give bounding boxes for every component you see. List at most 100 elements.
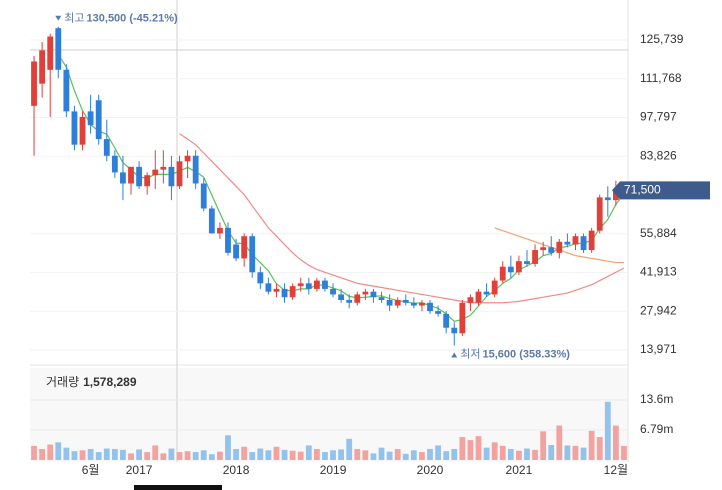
- volume-bar: [313, 448, 320, 460]
- volume-bar: [168, 448, 175, 460]
- candle-body: [435, 311, 442, 314]
- volume-bar: [451, 448, 458, 460]
- candle-body: [79, 116, 86, 145]
- x-tick-label: 2018: [223, 463, 250, 477]
- volume-bar: [79, 450, 86, 460]
- candle-body: [483, 291, 490, 295]
- volume-bar: [233, 448, 239, 460]
- volume-bar: [354, 448, 361, 460]
- volume-bar: [427, 448, 433, 460]
- candle-body: [120, 172, 126, 184]
- volume-bar: [532, 449, 538, 460]
- volume-bar: [265, 450, 272, 460]
- candle-body: [604, 197, 611, 201]
- volume-bar: [225, 435, 231, 460]
- y-tick-label: 27,942: [640, 303, 677, 317]
- volume-bar: [273, 446, 280, 460]
- volume-bar: [524, 448, 530, 460]
- candle-body: [95, 100, 102, 140]
- volume-bar: [370, 453, 377, 460]
- volume-bar: [386, 451, 393, 460]
- y-tick-label: 41,913: [640, 265, 677, 279]
- volume-bar: [128, 453, 134, 460]
- candle-body: [330, 288, 336, 295]
- volume-bar: [136, 449, 143, 460]
- candle-body: [273, 288, 280, 292]
- volume-bar: [111, 448, 118, 460]
- volume-bar: [621, 445, 627, 460]
- volume-bar: [548, 445, 555, 460]
- candle-body: [443, 313, 450, 328]
- volume-bar: [144, 452, 151, 460]
- volume-bar: [596, 437, 603, 460]
- volume-bar: [103, 448, 110, 460]
- candle-body: [564, 241, 571, 245]
- volume-bar: [612, 425, 619, 460]
- candle-body: [588, 230, 595, 251]
- candle-body: [289, 286, 296, 298]
- volume-bar: [63, 447, 70, 460]
- volume-bar: [378, 447, 385, 460]
- volume-bar: [588, 430, 595, 460]
- volume-bar: [459, 437, 466, 460]
- volume-bar: [289, 450, 296, 460]
- candle-body: [152, 169, 159, 176]
- last-price-label: 71,500: [624, 183, 661, 197]
- y-tick-label: 83,826: [640, 148, 677, 162]
- candle-body: [491, 280, 498, 295]
- scrollbar[interactable]: [134, 485, 222, 490]
- volume-bar: [475, 436, 482, 460]
- volume-bar: [249, 452, 256, 460]
- candle-body: [419, 302, 425, 306]
- x-tick-label: 12월: [604, 463, 628, 477]
- volume-bar: [31, 445, 37, 460]
- candle-body: [233, 244, 239, 259]
- y-tick-label: 13.6m: [640, 392, 673, 406]
- volume-bar: [394, 448, 401, 460]
- volume-bar: [120, 449, 126, 460]
- volume-bar: [604, 401, 611, 460]
- candle-body: [168, 166, 175, 187]
- candle-body: [249, 236, 256, 273]
- candle-body: [55, 28, 62, 70]
- volume-bar: [95, 452, 102, 460]
- volume-bar: [330, 450, 336, 460]
- candle-body: [63, 69, 70, 112]
- volume-bar: [443, 451, 450, 460]
- candle-body: [128, 166, 134, 184]
- volume-bar: [208, 454, 215, 460]
- volume-bar: [572, 445, 579, 460]
- candle-body: [257, 272, 264, 284]
- volume-bar: [160, 453, 167, 460]
- annotation-value: 15,600 (358.33%): [483, 348, 571, 360]
- y-tick-label: 111,768: [640, 71, 682, 85]
- volume-bar: [346, 438, 353, 460]
- candle-body: [144, 175, 151, 187]
- x-tick-label: 2017: [126, 463, 153, 477]
- volume-bar: [305, 445, 312, 460]
- volume-bar: [39, 448, 46, 460]
- candle-body: [572, 236, 579, 245]
- volume-bar: [419, 452, 425, 460]
- volume-bar: [556, 425, 563, 460]
- volume-bar: [507, 448, 514, 460]
- y-tick-label: 125,739: [640, 32, 684, 46]
- volume-bar: [338, 449, 345, 460]
- volume-bar: [281, 449, 288, 460]
- candle-body: [532, 250, 538, 264]
- volume-bar: [257, 448, 264, 460]
- volume-bar: [47, 444, 54, 460]
- volume-bar: [241, 446, 248, 460]
- volume-bar: [184, 451, 191, 460]
- candle-body: [241, 236, 248, 259]
- candle-body: [216, 227, 223, 234]
- candle-body: [225, 227, 231, 253]
- candle-body: [192, 155, 199, 184]
- volume-bar: [192, 452, 199, 460]
- volume-bar: [483, 447, 490, 460]
- volume-bar: [200, 450, 207, 460]
- volume-bar: [152, 445, 159, 460]
- candle-body: [548, 247, 555, 253]
- candle-body: [507, 266, 514, 273]
- annotation-value: 130,500 (-45.21%): [87, 13, 178, 25]
